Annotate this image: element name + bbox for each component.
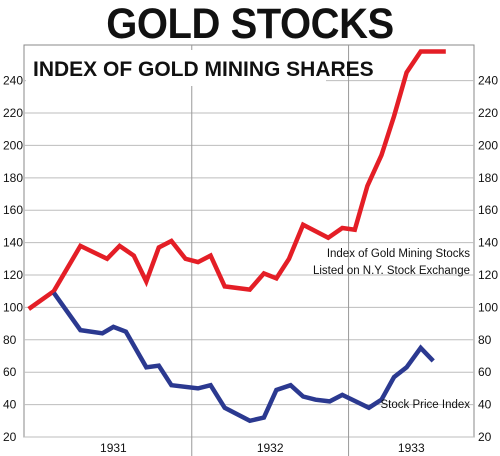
subtitle-backing [26,50,326,86]
gold-index-line [27,49,446,311]
y-tick-label: 240 [3,74,23,88]
x-axis: 1931 1932 1933 [100,441,425,455]
y-tick-label: 80 [478,333,492,347]
y-tick-label: 200 [3,138,23,152]
y-tick-label: 140 [478,236,498,250]
stock-price-line [51,291,435,424]
y-tick-label: 120 [478,268,498,282]
series-labels: Index of Gold Mining Stocks Listed on N.Y… [313,248,470,411]
y-tick-label: 60 [3,365,17,379]
y-tick-label: 40 [3,398,17,412]
y-tick-label: 20 [3,430,17,444]
y-tick-label: 20 [478,430,492,444]
x-tick-label: 1933 [398,441,425,455]
y-tick-label: 220 [478,106,498,120]
chart-subtitle: INDEX OF GOLD MINING SHARES [33,58,374,81]
y-tick-label: 100 [3,300,23,314]
y-tick-label: 200 [478,138,498,152]
y-tick-label: 160 [3,203,23,217]
gold-series-label: Listed on N.Y. Stock Exchange [313,265,470,277]
y-tick-label: 160 [478,203,498,217]
y-tick-label: 100 [478,300,498,314]
y-axis-left: 20 40 60 80 100 120 140 160 180 200 220 240 [3,74,23,444]
y-tick-label: 240 [478,74,498,88]
y-tick-label: 180 [3,171,23,185]
x-tick-label: 1932 [257,441,284,455]
y-tick-label: 80 [3,333,17,347]
plot-frame [23,44,475,438]
series-group [27,49,446,424]
x-tick-label: 1931 [100,441,127,455]
stock-series-label: Stock Price Index [381,399,471,411]
y-tick-label: 120 [3,268,23,282]
y-tick-label: 220 [3,106,23,120]
y-tick-label: 60 [478,365,492,379]
y-axis-right: 20 40 60 80 100 120 140 160 180 200 220 240 [478,74,498,444]
y-tick-label: 180 [478,171,498,185]
y-tick-label: 40 [478,398,492,412]
y-tick-label: 140 [3,236,23,250]
gold-series-label: Index of Gold Mining Stocks [327,248,470,260]
